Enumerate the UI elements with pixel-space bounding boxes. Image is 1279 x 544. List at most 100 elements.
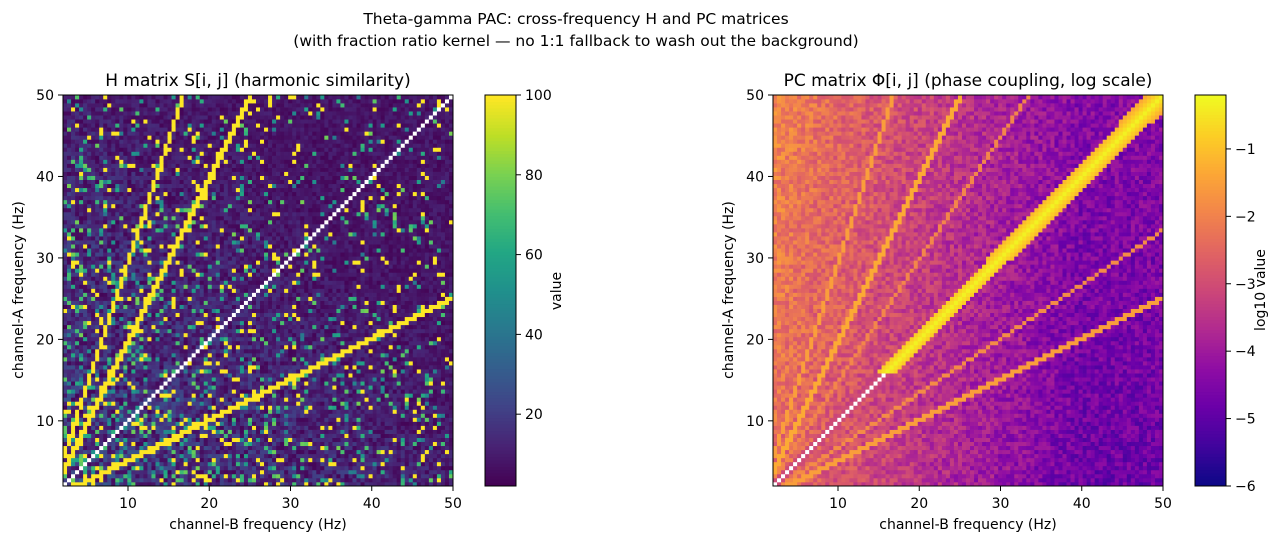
heatmap-cell <box>408 296 414 301</box>
heatmap-cell <box>87 288 92 293</box>
heatmap-cell <box>292 433 297 438</box>
heatmap-cell <box>376 421 381 426</box>
heatmap-cell <box>183 417 188 422</box>
heatmap-cell <box>87 385 92 390</box>
heatmap-cell <box>255 457 261 463</box>
heatmap-cell <box>396 377 402 382</box>
heatmap-cell <box>308 473 313 479</box>
heatmap-cell <box>372 312 377 318</box>
heatmap-cell <box>284 405 289 410</box>
heatmap-cell <box>328 473 333 479</box>
heatmap-cell <box>139 344 144 350</box>
heatmap-cell <box>368 324 373 330</box>
heatmap-cell <box>272 361 277 366</box>
heatmap-cell <box>107 405 112 410</box>
heatmap-cell <box>227 461 233 467</box>
heatmap-cell <box>264 381 269 386</box>
heatmap-cell <box>235 481 241 487</box>
heatmap-cell <box>203 401 209 406</box>
heatmap-cell <box>300 417 305 422</box>
heatmap-cell <box>219 453 225 459</box>
heatmap-cell <box>135 429 140 434</box>
heatmap-cell <box>67 405 72 410</box>
heatmap-cell <box>131 441 136 447</box>
heatmap-cell <box>215 397 221 402</box>
heatmap-cell <box>432 473 438 479</box>
heatmap-cell <box>251 457 257 463</box>
heatmap-cell <box>75 437 80 443</box>
heatmap-cell <box>372 421 377 426</box>
heatmap-cell <box>71 457 76 463</box>
heatmap-cell <box>324 401 329 406</box>
heatmap-cell <box>292 473 297 479</box>
heatmap-cell <box>187 300 193 305</box>
heatmap-cell <box>372 441 377 447</box>
heatmap-cell <box>396 292 402 297</box>
heatmap-cell <box>304 425 309 430</box>
heatmap-cell <box>376 465 381 471</box>
heatmap-cell <box>292 421 297 426</box>
heatmap-cell <box>440 365 446 370</box>
heatmap-cell <box>336 405 341 410</box>
heatmap-cell <box>340 361 345 366</box>
heatmap-cell <box>360 425 365 430</box>
heatmap-cell <box>135 280 140 285</box>
heatmap-cell <box>332 369 337 374</box>
heatmap-cell <box>432 324 438 330</box>
heatmap-cell <box>207 308 213 314</box>
heatmap-cell <box>396 417 402 422</box>
heatmap-cell <box>420 405 426 410</box>
heatmap-cell <box>175 405 180 410</box>
heatmap-cell <box>243 296 249 301</box>
heatmap-cell <box>280 340 285 346</box>
heatmap-cell <box>99 348 104 354</box>
heatmap-cell <box>308 280 313 285</box>
heatmap-cell <box>372 284 377 289</box>
heatmap-cell <box>432 369 438 374</box>
heatmap-cell <box>316 481 321 487</box>
heatmap-cell <box>308 445 313 451</box>
heatmap-cell <box>448 288 454 293</box>
heatmap-cell <box>79 324 84 330</box>
heatmap-cell <box>392 328 398 334</box>
heatmap-cell <box>231 421 237 426</box>
heatmap-cell <box>356 453 361 459</box>
heatmap-cell <box>235 437 241 443</box>
heatmap-cell <box>91 481 96 487</box>
heatmap-cell <box>344 316 349 322</box>
heatmap-cell <box>344 445 349 451</box>
heatmap-cell <box>227 429 233 434</box>
heatmap-cell <box>344 465 349 471</box>
heatmap-cell <box>163 328 168 334</box>
heatmap-cell <box>428 381 434 386</box>
heatmap-cell <box>368 473 373 479</box>
heatmap-cell <box>139 445 144 451</box>
heatmap-cell <box>260 292 265 297</box>
heatmap-cell <box>71 336 76 342</box>
heatmap-cell <box>203 292 209 297</box>
heatmap-cell <box>324 312 329 318</box>
heatmap-cell <box>179 276 184 281</box>
heatmap-cell <box>111 361 116 366</box>
heatmap-cell <box>167 373 172 378</box>
heatmap-cell <box>227 401 233 406</box>
heatmap-cell <box>67 417 72 422</box>
heatmap-cell <box>348 385 353 390</box>
heatmap-cell <box>107 352 112 358</box>
heatmap-cell <box>388 385 394 390</box>
heatmap-cell <box>215 276 221 281</box>
heatmap-cell <box>376 292 381 297</box>
heatmap-cell <box>255 461 261 467</box>
heatmap-cell <box>95 308 100 314</box>
heatmap-cell <box>388 332 394 338</box>
heatmap-cell <box>288 348 293 354</box>
heatmap-cell <box>175 280 180 285</box>
heatmap-cell <box>135 393 140 398</box>
heatmap-cell <box>412 296 418 301</box>
heatmap-cell <box>87 328 92 334</box>
heatmap-cell <box>384 421 390 426</box>
heatmap-cell <box>424 369 430 374</box>
heatmap-cell <box>372 300 377 305</box>
heatmap-cell <box>324 437 329 443</box>
heatmap-cell <box>348 457 353 463</box>
